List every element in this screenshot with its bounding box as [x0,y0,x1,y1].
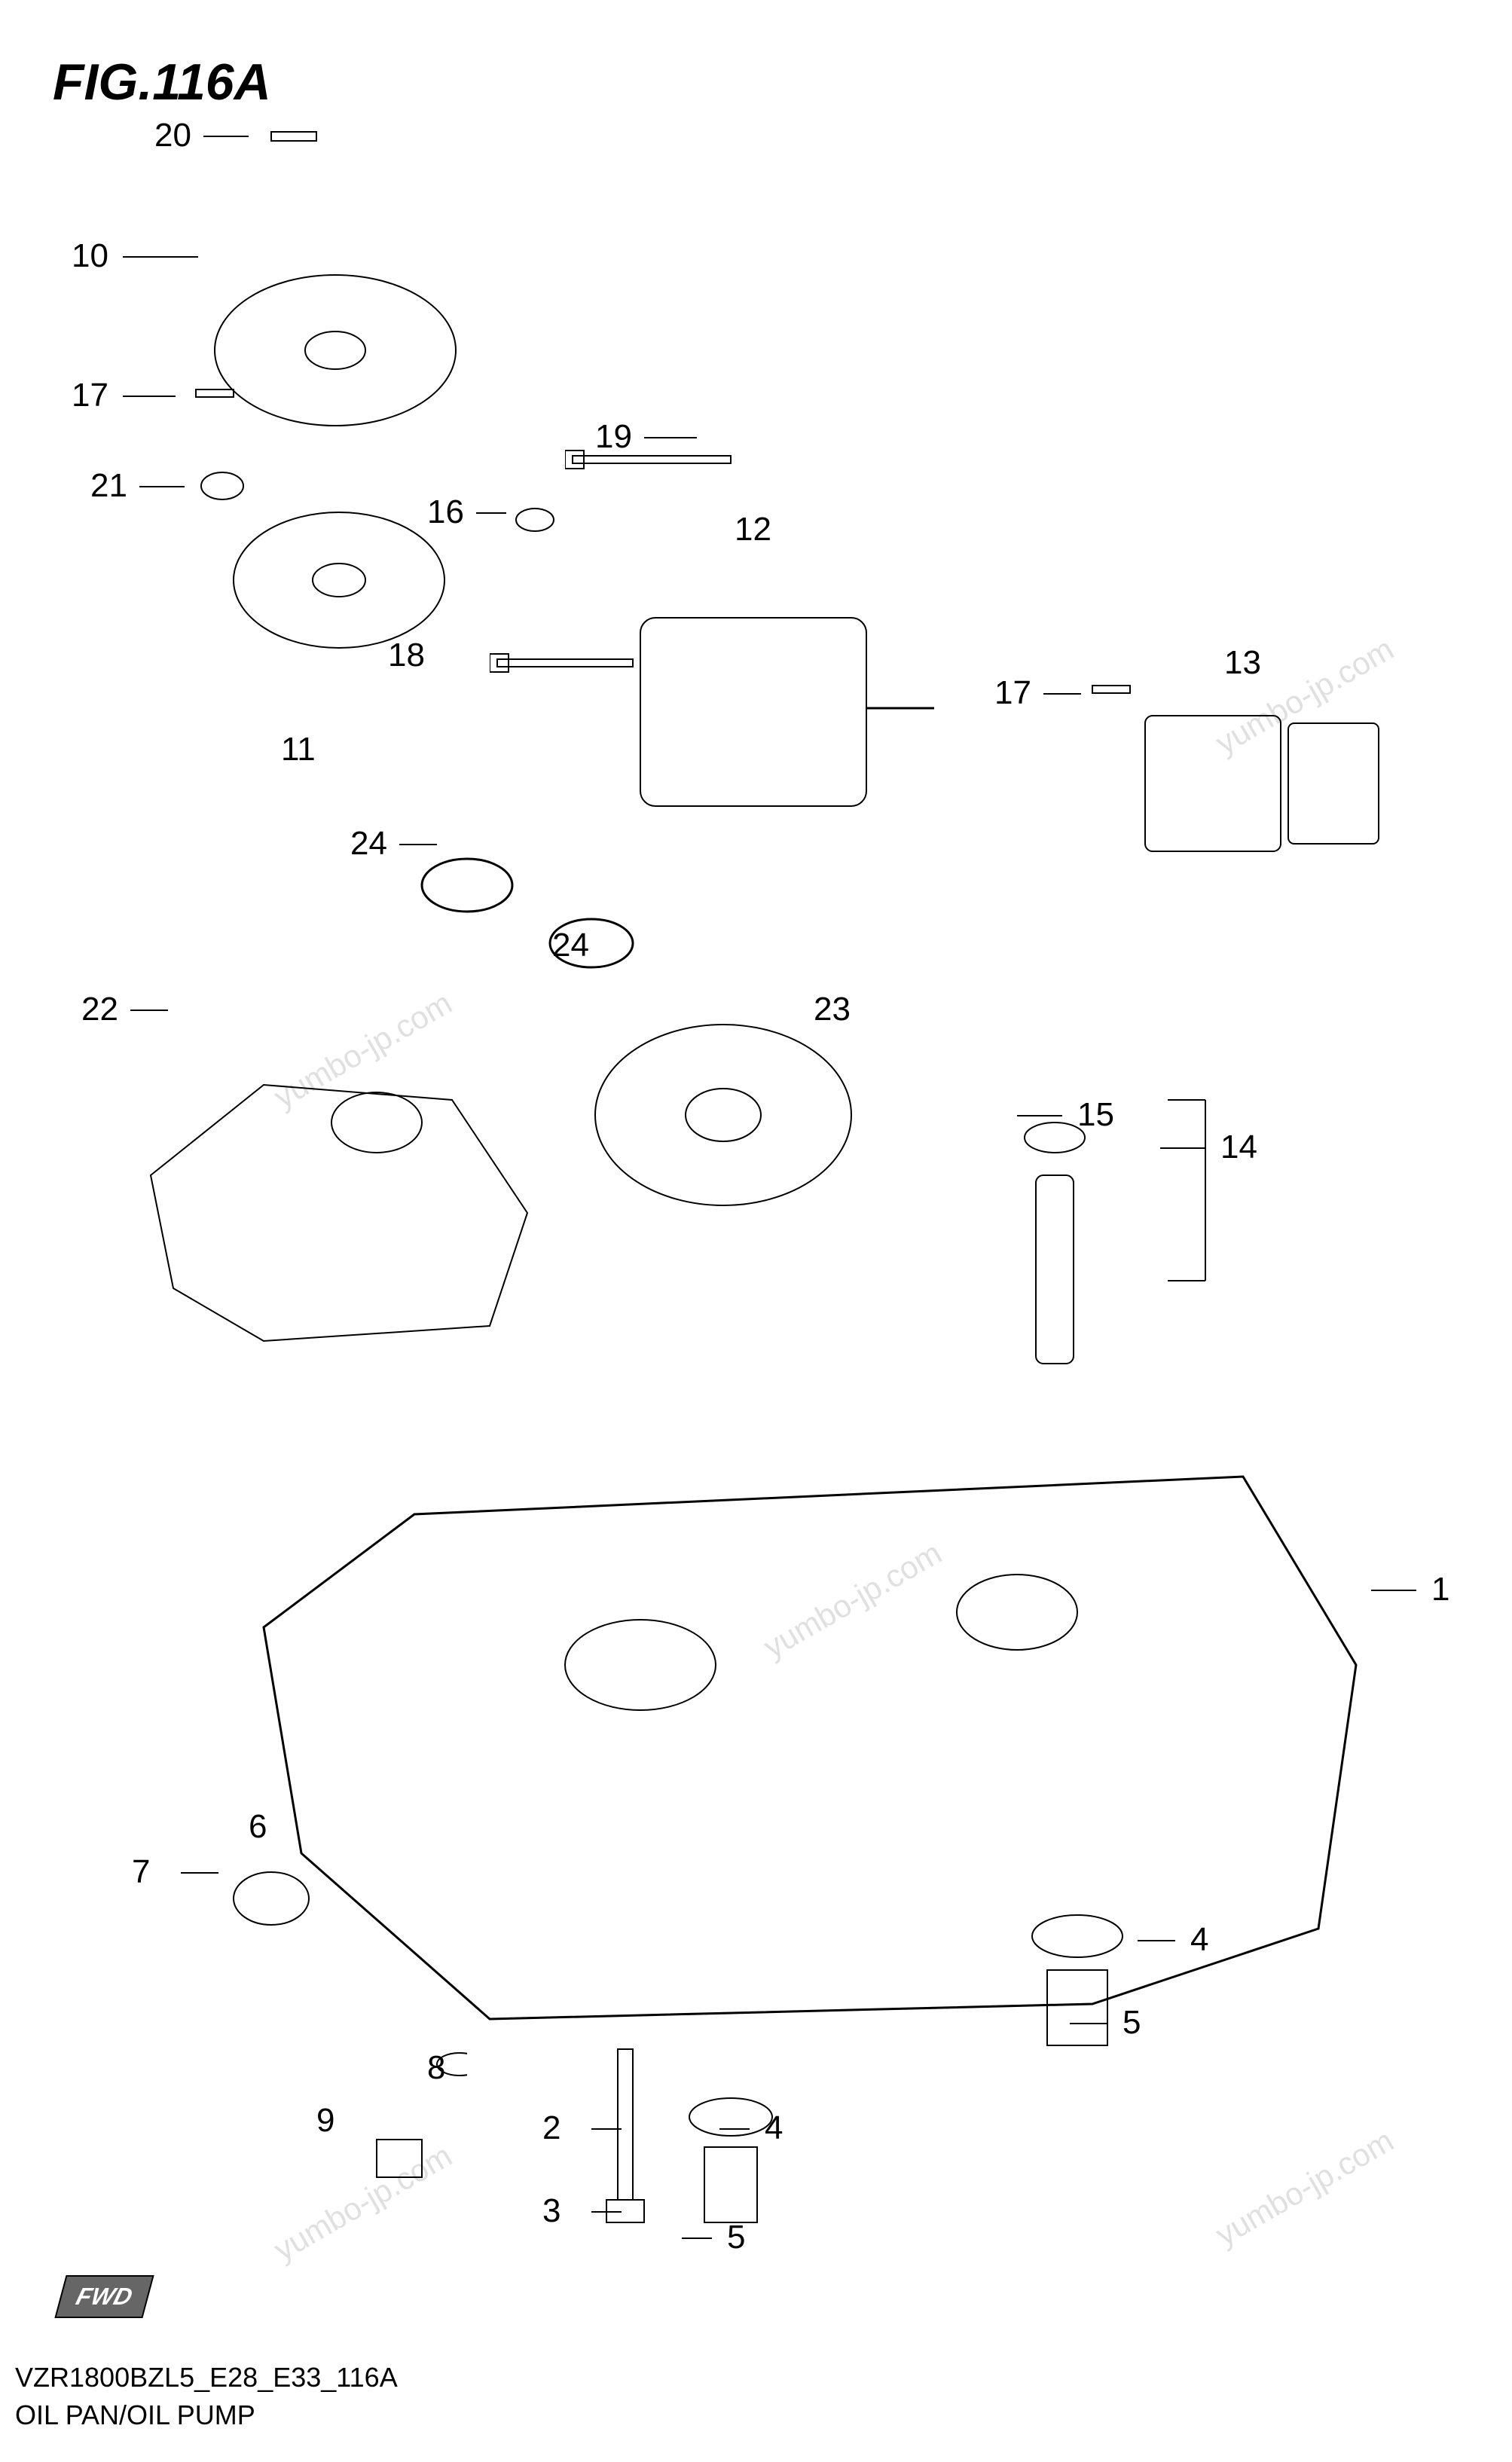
callout-16: 16 [427,493,464,531]
leader-line [1070,2023,1107,2024]
callout-1: 1 [1431,1571,1449,1608]
callout-22: 22 [81,991,118,1028]
fwd-badge: FWD [54,2275,154,2318]
callout-9: 9 [316,2102,334,2140]
callout-20: 20 [154,117,191,154]
callout-18: 18 [388,637,425,674]
leader-line [591,2128,622,2130]
leader-line [1043,693,1081,695]
oil-pan-1 [188,1401,1394,2079]
oring-24a [414,851,520,919]
part-name-label: OIL PAN/OIL PUMP [15,2399,255,2431]
ring-21 [196,467,249,505]
callout-5b: 5 [727,2219,745,2256]
callout-6: 6 [249,1808,267,1846]
leader-line [123,396,176,397]
gear-part-10 [203,218,467,482]
pin-20 [264,121,324,151]
leader-line [591,2211,622,2213]
leader-line [1138,1940,1175,1941]
drain-plug-4-5-right [1017,1914,1138,2064]
callout-10: 10 [72,237,108,275]
bolt-8-9 [362,2049,467,2185]
bolt-2-3 [603,2042,648,2230]
pin-17a [188,380,241,407]
callout-3: 3 [542,2192,561,2230]
callout-23: 23 [814,991,851,1028]
leader-line [1371,1590,1416,1591]
callout-11: 11 [281,731,316,768]
leader-line [139,486,185,487]
leader-line [130,1010,168,1011]
leader-line [719,2128,750,2130]
bolt-19 [565,444,738,475]
callout-13: 13 [1224,644,1261,682]
callout-21: 21 [90,467,127,505]
callout-4b: 4 [765,2109,783,2147]
plug-7 [226,1853,316,1944]
callout-15: 15 [1077,1096,1114,1134]
pin-17b [1085,678,1138,701]
callout-17b: 17 [994,674,1031,712]
strainer-23 [580,1002,866,1228]
callout-17: 17 [72,377,108,414]
bolt-18 [490,648,640,678]
callout-8: 8 [427,2049,445,2087]
strainer-22 [113,1025,565,1401]
callout-14: 14 [1220,1129,1257,1166]
washer-16 [512,505,557,535]
callout-19: 19 [595,418,632,456]
callout-12: 12 [735,511,771,548]
leader-line [399,844,437,845]
exploded-diagram [38,121,1469,2230]
leader-line [181,1872,218,1874]
model-code-label: VZR1800BZL5_E28_E33_116A [15,2362,398,2393]
tube-14 [979,1115,1130,1379]
callout-24b: 24 [552,927,589,964]
callout-5a: 5 [1123,2004,1141,2042]
callout-24a: 24 [350,825,387,863]
bracket-14 [1160,1092,1220,1288]
oil-pump-12 [603,557,942,859]
coupling-13 [1130,686,1394,897]
callout-2: 2 [542,2109,561,2147]
leader-line [476,512,506,514]
leader-line [644,437,697,438]
leader-line [682,2237,712,2239]
leader-line [1017,1115,1062,1116]
leader-line [1160,1147,1205,1149]
leader-line [123,256,198,258]
leader-line [203,136,249,137]
figure-title: FIG.116A [53,53,271,111]
callout-7: 7 [132,1853,150,1891]
callout-4a: 4 [1190,1921,1208,1959]
